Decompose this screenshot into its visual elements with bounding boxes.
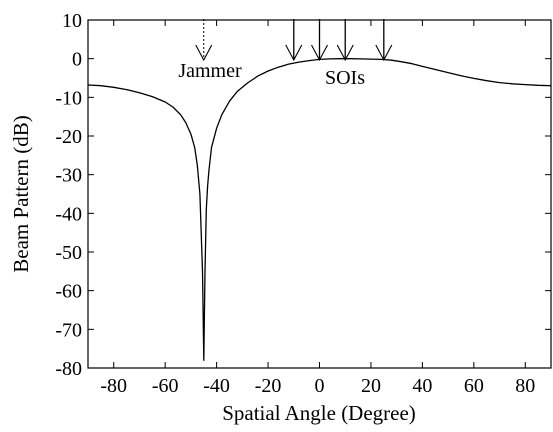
x-tick-label: -80 <box>100 375 127 397</box>
x-tick-label: 20 <box>361 375 381 397</box>
y-tick-label: -10 <box>55 87 82 109</box>
y-tick-label: -40 <box>55 203 82 225</box>
jammer-arrow-head <box>195 44 213 62</box>
jammer-label: Jammer <box>178 60 242 82</box>
sois-label: SOIs <box>325 67 365 89</box>
soi-arrow-head <box>336 44 354 62</box>
y-tick-label: -50 <box>55 242 82 264</box>
x-tick-label: 80 <box>515 375 535 397</box>
y-tick-label: -70 <box>55 319 82 341</box>
annotation-arrows <box>195 19 393 62</box>
y-tick-label: -20 <box>55 126 82 148</box>
y-tick-label: -60 <box>55 281 82 303</box>
y-axis-label: Beam Pattern (dB) <box>9 115 33 272</box>
x-tick-label: -40 <box>203 375 230 397</box>
x-tick-label: 60 <box>464 375 484 397</box>
y-tick-label: 0 <box>72 49 82 71</box>
plot-frame <box>87 19 552 369</box>
x-tick-label: -20 <box>255 375 282 397</box>
y-tick-label: 10 <box>62 10 82 32</box>
x-tick-label: 40 <box>412 375 432 397</box>
beam-pattern-line <box>87 58 552 361</box>
plot-area <box>88 20 551 368</box>
curve-layer <box>87 58 552 361</box>
y-tick-label: -30 <box>55 165 82 187</box>
soi-arrow-head <box>285 44 303 62</box>
soi-arrow-head <box>375 44 393 62</box>
y-tick-label: -80 <box>55 358 82 380</box>
x-axis-label: Spatial Angle (Degree) <box>222 401 416 425</box>
x-tick-label: -60 <box>152 375 179 397</box>
tick-labels: -80 -60 -40 -20 0 20 40 60 80100-10-20-30-40-50-… <box>55 10 535 397</box>
soi-arrow-head <box>311 44 328 62</box>
x-tick-label: 0 <box>315 375 325 397</box>
